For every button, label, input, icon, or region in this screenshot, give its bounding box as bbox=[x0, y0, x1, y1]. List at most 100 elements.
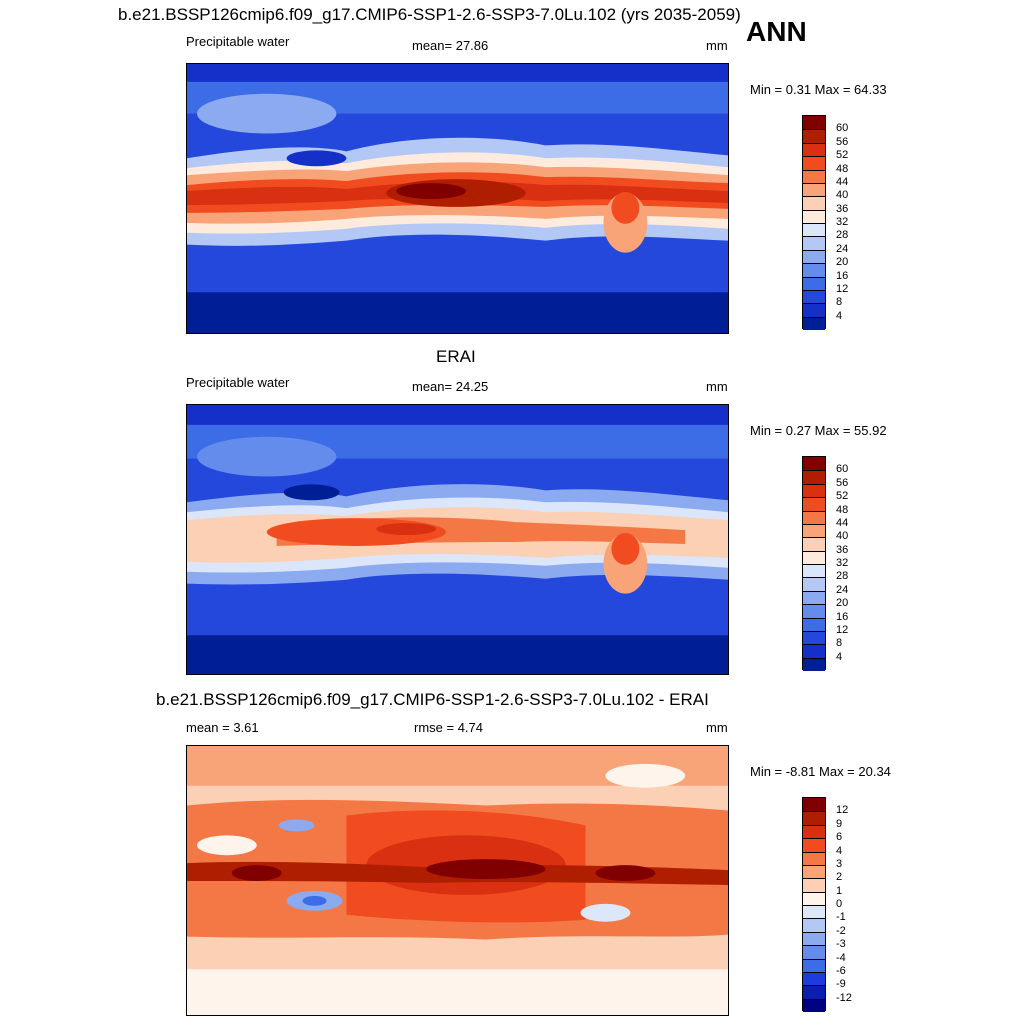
colorbar-swatch bbox=[803, 564, 825, 578]
panel-obs-colorbar bbox=[802, 456, 826, 671]
colorbar-tick-label: -4 bbox=[836, 951, 846, 964]
colorbar-tick-label: 24 bbox=[836, 242, 849, 255]
colorbar-tick-label: 4 bbox=[836, 844, 843, 857]
colorbar-swatch bbox=[803, 276, 825, 290]
colorbar-swatch bbox=[803, 878, 825, 892]
colorbar-tick-label: 44 bbox=[836, 516, 849, 529]
colorbar-tick-label: -6 bbox=[836, 964, 846, 977]
colorbar-tick-label: 9 bbox=[836, 817, 843, 830]
colorbar-swatch bbox=[803, 798, 825, 812]
colorbar-tick-label: 52 bbox=[836, 490, 849, 503]
precip-water-map-model bbox=[187, 64, 728, 333]
colorbar-swatch bbox=[803, 824, 825, 839]
colorbar-swatch bbox=[803, 236, 825, 250]
colorbar-tick-label: 24 bbox=[836, 583, 849, 596]
colorbar-swatch bbox=[803, 209, 825, 223]
colorbar-tick-label: 0 bbox=[836, 898, 843, 910]
colorbar-swatch bbox=[803, 510, 825, 524]
colorbar-swatch bbox=[803, 289, 825, 304]
panel-diff-units: mm bbox=[706, 720, 728, 735]
panel-diff-colorbar bbox=[802, 797, 826, 1012]
colorbar-obs-boxes bbox=[803, 457, 825, 671]
figure-title: b.e21.BSSP126cmip6.f09_g17.CMIP6-SSP1-2.… bbox=[118, 5, 741, 24]
colorbar-swatch bbox=[803, 470, 825, 484]
colorbar-tick-label: 20 bbox=[836, 597, 849, 610]
panel-obs-map bbox=[186, 404, 729, 675]
colorbar-swatch bbox=[803, 851, 825, 865]
colorbar-model-boxes bbox=[803, 116, 825, 330]
colorbar-tick-label: -12 bbox=[836, 991, 852, 1004]
colorbar-swatch bbox=[803, 577, 825, 591]
colorbar-swatch bbox=[803, 644, 825, 658]
colorbar-swatch bbox=[803, 891, 825, 905]
colorbar-swatch bbox=[803, 196, 825, 210]
colorbar-tick-label: 56 bbox=[836, 476, 849, 489]
colorbar-tick-label: -2 bbox=[836, 924, 846, 937]
colorbar-swatch bbox=[803, 483, 825, 498]
colorbar-swatch bbox=[803, 864, 825, 879]
colorbar-swatch bbox=[803, 497, 825, 511]
precip-water-diff-map bbox=[187, 746, 728, 1015]
colorbar-tick-label: 48 bbox=[836, 162, 849, 175]
colorbar-tick-label: 52 bbox=[836, 149, 849, 162]
colorbar-tick-label: 28 bbox=[836, 570, 849, 583]
panel-model-map bbox=[186, 63, 729, 334]
colorbar-swatch bbox=[803, 811, 825, 825]
colorbar-swatch bbox=[803, 617, 825, 631]
panel-diff-title: b.e21.BSSP126cmip6.f09_g17.CMIP6-SSP1-2.… bbox=[156, 690, 709, 709]
panel-obs-units: mm bbox=[706, 379, 728, 394]
colorbar-swatch bbox=[803, 316, 825, 330]
colorbar-tick-label: -3 bbox=[836, 938, 846, 951]
colorbar-tick-label: 12 bbox=[836, 282, 849, 295]
colorbar-tick-label: 4 bbox=[836, 650, 843, 663]
colorbar-tick-label: 40 bbox=[836, 189, 849, 202]
colorbar-swatch bbox=[803, 998, 825, 1012]
colorbar-tick-label: 36 bbox=[836, 202, 849, 215]
colorbar-tick-label: 16 bbox=[836, 269, 849, 282]
colorbar-swatch bbox=[803, 303, 825, 317]
colorbar-swatch bbox=[803, 838, 825, 852]
panel-diff-map bbox=[186, 745, 729, 1016]
colorbar-tick-label: 12 bbox=[836, 623, 849, 636]
colorbar-tick-label: 56 bbox=[836, 135, 849, 148]
colorbar-swatch bbox=[803, 182, 825, 197]
colorbar-swatch bbox=[803, 537, 825, 551]
colorbar-tick-label: 4 bbox=[836, 309, 843, 322]
panel-model-minmax: Min = 0.31 Max = 64.33 bbox=[750, 82, 887, 97]
colorbar-swatch bbox=[803, 129, 825, 143]
colorbar-swatch bbox=[803, 604, 825, 618]
colorbar-tick-label: 48 bbox=[836, 503, 849, 516]
colorbar-swatch bbox=[803, 550, 825, 564]
colorbar-tick-label: -9 bbox=[836, 978, 846, 991]
panel-model-colorbar bbox=[802, 115, 826, 330]
colorbar-swatch bbox=[803, 945, 825, 959]
panel-model-units: mm bbox=[706, 38, 728, 53]
panel-diff-mean: mean = 3.61 bbox=[186, 720, 259, 735]
colorbar-tick-label: 36 bbox=[836, 543, 849, 556]
panel-diff-minmax: Min = -8.81 Max = 20.34 bbox=[750, 764, 891, 779]
panel-obs-mean: mean= 24.25 bbox=[412, 379, 489, 394]
colorbar-tick-label: 12 bbox=[836, 804, 849, 817]
panel-obs-title: ERAI bbox=[436, 347, 476, 366]
precip-water-map-obs bbox=[187, 405, 728, 674]
colorbar-swatch bbox=[803, 457, 825, 471]
colorbar-tick-label: 32 bbox=[836, 216, 849, 228]
colorbar-swatch bbox=[803, 630, 825, 645]
colorbar-swatch bbox=[803, 985, 825, 999]
colorbar-swatch bbox=[803, 142, 825, 157]
panel-diff-rmse: rmse = 4.74 bbox=[414, 720, 484, 735]
colorbar-tick-label: 32 bbox=[836, 557, 849, 569]
colorbar-swatch bbox=[803, 169, 825, 183]
colorbar-swatch bbox=[803, 918, 825, 932]
colorbar-swatch bbox=[803, 523, 825, 538]
colorbar-tick-label: 6 bbox=[836, 831, 843, 844]
colorbar-swatch bbox=[803, 958, 825, 972]
colorbar-swatch bbox=[803, 116, 825, 130]
panel-obs-variable: Precipitable water bbox=[186, 375, 290, 390]
colorbar-swatch bbox=[803, 931, 825, 946]
colorbar-tick-label: -1 bbox=[836, 911, 846, 924]
colorbar-swatch bbox=[803, 156, 825, 170]
season-label: ANN bbox=[746, 16, 807, 47]
panel-model-variable: Precipitable water bbox=[186, 34, 290, 49]
colorbar-tick-label: 28 bbox=[836, 229, 849, 242]
